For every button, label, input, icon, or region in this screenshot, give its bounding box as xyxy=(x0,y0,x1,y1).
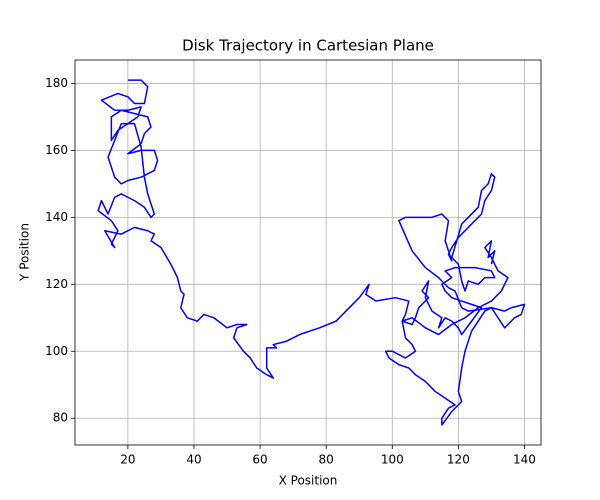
x-tick-label: 140 xyxy=(513,453,536,467)
y-tick-label: 180 xyxy=(45,76,68,90)
x-tick-label: 40 xyxy=(186,453,201,467)
y-tick-label: 140 xyxy=(45,210,68,224)
chart-title: Disk Trajectory in Cartesian Plane xyxy=(182,37,434,55)
y-tick-label: 160 xyxy=(45,143,68,157)
x-tick-label: 100 xyxy=(381,453,404,467)
y-tick-label: 120 xyxy=(45,277,68,291)
x-axis-label: X Position xyxy=(279,474,338,488)
x-tick-label: 20 xyxy=(120,453,135,467)
x-tick-label: 80 xyxy=(319,453,334,467)
x-tick-label: 60 xyxy=(252,453,267,467)
trajectory-line xyxy=(97,79,526,426)
y-tick-label: 100 xyxy=(45,344,68,358)
x-tick-label: 120 xyxy=(447,453,470,467)
y-axis-label: Y Position xyxy=(18,223,32,282)
y-tick-label: 80 xyxy=(53,411,68,425)
plot-frame xyxy=(74,59,542,446)
